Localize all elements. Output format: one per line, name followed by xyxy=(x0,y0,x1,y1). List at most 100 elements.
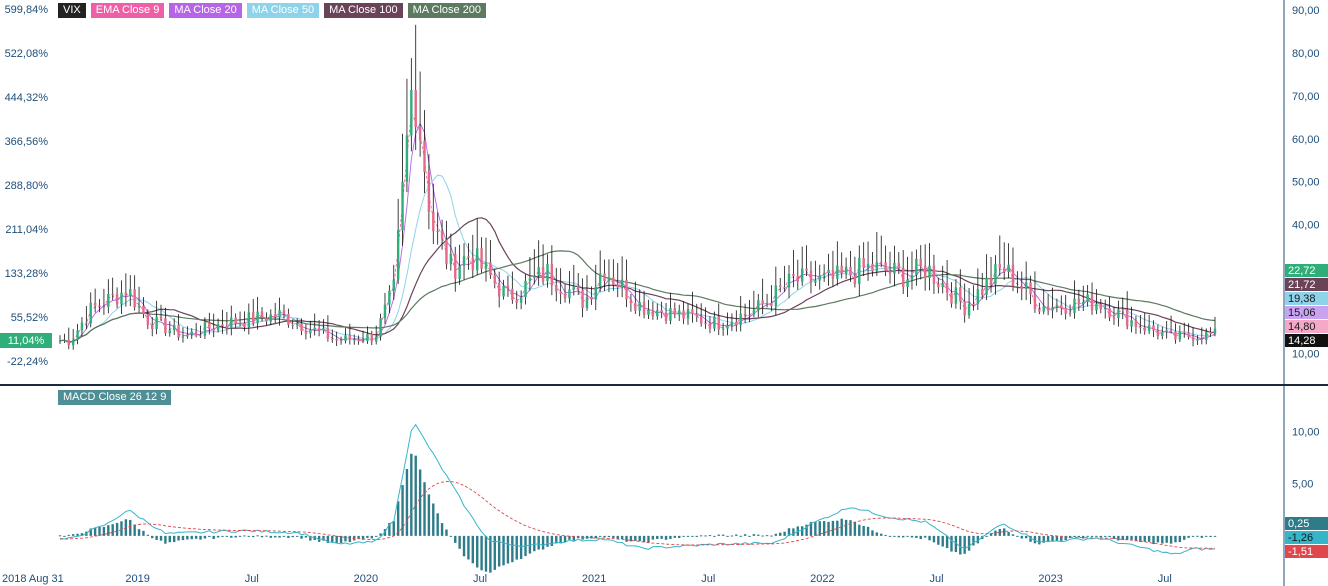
candle-body xyxy=(620,279,624,288)
candle-body xyxy=(1178,331,1182,340)
macd-hist-bar xyxy=(278,535,281,538)
candle-body xyxy=(186,334,189,337)
macd-hist-bar xyxy=(212,535,215,539)
candle-body xyxy=(93,302,97,306)
legend-ma-20[interactable]: MA Close 20 xyxy=(169,3,242,18)
macd-hist-bar xyxy=(515,535,518,560)
candle-body xyxy=(967,304,971,316)
macd-hist-bar xyxy=(1196,535,1199,537)
x-tick: 2021 xyxy=(582,573,606,585)
candle-body xyxy=(906,279,909,288)
macd-hist-bar xyxy=(260,535,264,538)
macd-hist-bar xyxy=(322,535,325,541)
macd-hist-bar xyxy=(115,522,119,536)
macd-hist-bar xyxy=(1086,535,1089,537)
last-value-badge xyxy=(1285,320,1328,333)
candle-body xyxy=(743,313,747,316)
candle-body xyxy=(783,287,786,289)
x-tick: 2023 xyxy=(1038,573,1062,585)
macd-y-tick: 10,00 xyxy=(1292,426,1320,438)
macd-hist-bar xyxy=(555,535,558,544)
macd-hist-bar xyxy=(906,535,909,537)
candle-body xyxy=(963,301,966,316)
macd-hist-bar xyxy=(686,535,690,537)
macd-hist-bar xyxy=(678,535,681,539)
macd-hist-bar xyxy=(954,535,958,553)
candle-body xyxy=(1209,331,1212,334)
macd-legend[interactable]: MACD Close 26 12 9 xyxy=(58,390,172,405)
macd-hist-bar xyxy=(559,535,562,544)
macd-hist-bar xyxy=(950,535,953,552)
macd-hist-bar xyxy=(186,535,189,540)
y-left-tick: 599,84% xyxy=(5,4,49,16)
macd-hist-bar xyxy=(1178,535,1182,543)
legend-ma-100[interactable]: MA Close 100 xyxy=(324,3,403,18)
candle-body xyxy=(462,256,466,266)
y-right-tick: 60,00 xyxy=(1292,134,1320,146)
candle-body xyxy=(638,302,641,311)
candle-body xyxy=(471,257,475,271)
candle-body xyxy=(348,335,352,340)
candle-body xyxy=(1143,327,1146,331)
last-value-badge xyxy=(1285,264,1328,277)
candle-body xyxy=(168,330,171,334)
candle-body xyxy=(994,264,997,285)
candle-body xyxy=(989,277,993,285)
macd-hist-bar xyxy=(317,535,321,542)
candle-body xyxy=(647,309,650,315)
macd-hist-bar xyxy=(361,535,365,540)
macd-hist-bar xyxy=(546,535,549,547)
ma-20-line xyxy=(59,122,1216,343)
candle-body xyxy=(440,230,444,240)
candle-body xyxy=(563,293,567,299)
candle-body xyxy=(212,328,215,331)
candle-body xyxy=(651,309,655,317)
candle-body xyxy=(370,333,374,342)
macd-hist-bar xyxy=(432,503,435,536)
legend-ma-200[interactable]: MA Close 200 xyxy=(407,3,487,18)
macd-hist-bar xyxy=(590,535,593,539)
candle-body xyxy=(63,339,66,341)
candle-body xyxy=(682,310,685,319)
candle-body xyxy=(454,254,457,280)
candle-body xyxy=(379,318,382,337)
candle-body xyxy=(721,328,725,330)
macd-hist-bar xyxy=(568,535,571,540)
macd-hist-bar xyxy=(282,535,286,537)
candle-body xyxy=(181,336,185,338)
legend-ema-9[interactable]: EMA Close 9 xyxy=(90,3,165,18)
candle-body xyxy=(410,90,413,136)
macd-hist-bar xyxy=(67,534,70,536)
candle-body xyxy=(871,263,874,272)
candle-body xyxy=(300,323,303,332)
y-left-tick: 211,04% xyxy=(5,224,48,236)
candle-body xyxy=(278,310,281,318)
legend-vix[interactable]: VIX xyxy=(58,3,86,18)
macd-hist-bar xyxy=(629,535,633,542)
candle-body xyxy=(1196,338,1199,341)
candle-body xyxy=(1033,294,1037,310)
macd-hist-bar xyxy=(1213,535,1217,537)
candle-body xyxy=(1046,306,1050,311)
macd-hist-bar xyxy=(129,519,132,536)
macd-hist-bar xyxy=(901,535,905,538)
legend-ma-50[interactable]: MA Close 50 xyxy=(246,3,320,18)
macd-hist-bar xyxy=(770,535,773,537)
candle-body xyxy=(594,286,597,300)
candle-body xyxy=(238,323,242,325)
macd-hist-bar xyxy=(923,535,927,538)
macd-hist-bar xyxy=(295,535,299,537)
candle-body xyxy=(880,262,883,264)
candle-body xyxy=(809,270,813,283)
candle-body xyxy=(291,324,294,326)
last-value-badge xyxy=(1285,334,1328,347)
candle-body xyxy=(1055,304,1059,308)
candle-body xyxy=(822,273,826,276)
macd-hist-bar xyxy=(493,535,496,570)
candle-body xyxy=(739,313,742,326)
candle-body xyxy=(717,316,720,330)
candle-body xyxy=(695,313,698,317)
macd-hist-bar xyxy=(80,533,84,536)
